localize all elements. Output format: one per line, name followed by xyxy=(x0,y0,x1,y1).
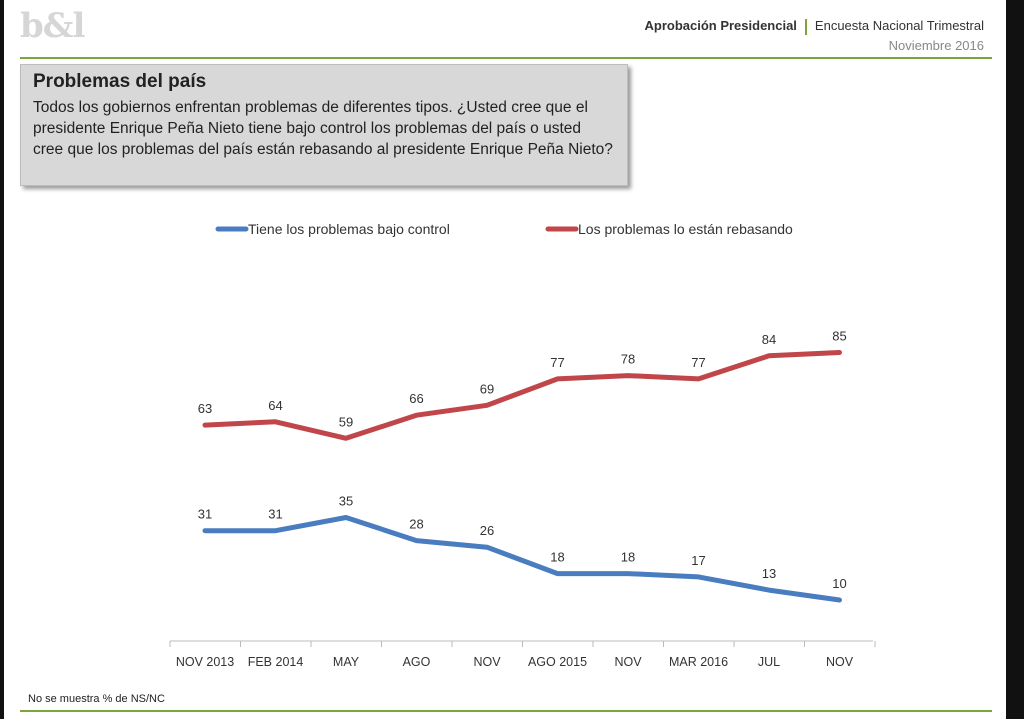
x-tick-label: MAY xyxy=(333,655,360,669)
report-date: Noviembre 2016 xyxy=(888,38,984,53)
data-label: 35 xyxy=(339,494,353,509)
data-label: 10 xyxy=(832,576,846,591)
footnote: No se muestra % de NS/NC xyxy=(28,693,165,705)
header-divider xyxy=(20,57,992,59)
data-label: 64 xyxy=(268,398,282,413)
series-line-2 xyxy=(202,350,842,441)
x-tick-label: NOV xyxy=(473,655,501,669)
footer-divider xyxy=(20,710,992,712)
x-tick-label: NOV xyxy=(826,655,854,669)
title-separator xyxy=(804,18,807,35)
data-label: 26 xyxy=(480,523,494,538)
legend-label-2: Los problemas lo están rebasando xyxy=(578,221,793,237)
report-title-main: Aprobación Presidencial xyxy=(644,18,797,33)
data-label: 18 xyxy=(621,550,635,565)
x-tick-label: NOV xyxy=(614,655,642,669)
data-label: 78 xyxy=(621,352,635,367)
data-label: 77 xyxy=(550,355,564,370)
x-tick-label: AGO 2015 xyxy=(528,655,587,669)
data-label: 28 xyxy=(409,517,423,532)
data-label: 31 xyxy=(268,507,282,522)
data-label: 66 xyxy=(409,391,423,406)
x-tick-label: MAR 2016 xyxy=(669,655,728,669)
data-label: 63 xyxy=(198,401,212,416)
data-label: 59 xyxy=(339,414,353,429)
frame-right xyxy=(1006,0,1024,719)
legend-label-1: Tiene los problemas bajo control xyxy=(248,221,450,237)
question-text: Todos los gobiernos enfrentan problemas … xyxy=(33,99,613,158)
frame-left xyxy=(0,0,4,719)
brand-logo: b&l xyxy=(20,6,85,46)
report-title: Aprobación Presidencial Encuesta Nacional… xyxy=(644,18,984,35)
x-tick-label: JUL xyxy=(758,655,780,669)
x-tick-label: NOV 2013 xyxy=(176,655,234,669)
series-line-1 xyxy=(202,515,842,603)
question-box: Problemas del país Todos los gobiernos e… xyxy=(20,64,628,186)
data-label: 85 xyxy=(832,329,846,344)
x-tick-label: AGO xyxy=(403,655,431,669)
data-label: 17 xyxy=(691,553,705,568)
question-title: Problemas del país xyxy=(33,71,207,92)
data-label: 84 xyxy=(762,332,776,347)
x-tick-label: FEB 2014 xyxy=(248,655,304,669)
data-label: 69 xyxy=(480,381,494,396)
data-label: 18 xyxy=(550,550,564,565)
data-label: 13 xyxy=(762,566,776,581)
data-label: 77 xyxy=(691,355,705,370)
report-title-sub: Encuesta Nacional Trimestral xyxy=(814,18,984,33)
data-label: 31 xyxy=(198,507,212,522)
